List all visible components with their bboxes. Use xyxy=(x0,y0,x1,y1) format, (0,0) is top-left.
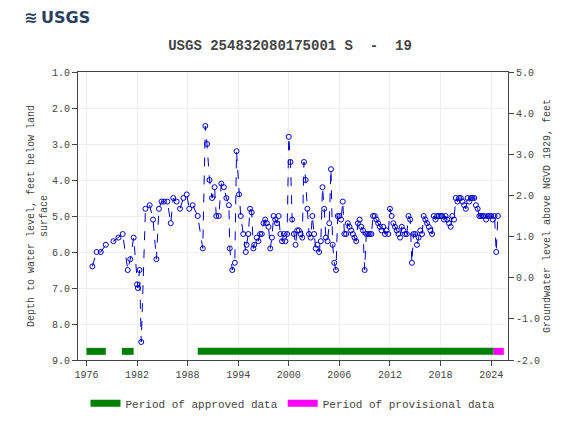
svg-text:Depth to water level, feet bel: Depth to water level, feet below landsur… xyxy=(26,105,50,327)
svg-text:7.0: 7.0 xyxy=(52,284,70,295)
svg-text:5.0: 5.0 xyxy=(52,212,70,223)
svg-text:5.0: 5.0 xyxy=(516,68,534,79)
svg-text:2024: 2024 xyxy=(479,370,503,381)
svg-text:4.0: 4.0 xyxy=(52,176,70,187)
svg-text:1.0: 1.0 xyxy=(516,232,534,243)
svg-text:2018: 2018 xyxy=(429,370,453,381)
svg-text:USGS 254832080175001 S - 19: USGS 254832080175001 S - 19 xyxy=(168,38,412,54)
svg-text:1976: 1976 xyxy=(74,370,98,381)
svg-text:2.0: 2.0 xyxy=(52,104,70,115)
svg-text:-2.0: -2.0 xyxy=(516,356,540,367)
svg-text:2000: 2000 xyxy=(277,370,301,381)
svg-text:4.0: 4.0 xyxy=(516,109,534,120)
svg-text:3.0: 3.0 xyxy=(516,150,534,161)
svg-text:Period of approved data: Period of approved data xyxy=(126,399,278,411)
svg-text:0.0: 0.0 xyxy=(516,273,534,284)
svg-text:Groundwater level above NGVD 1: Groundwater level above NGVD 1929, feet xyxy=(542,99,553,333)
svg-text:6.0: 6.0 xyxy=(52,248,70,259)
svg-text:1982: 1982 xyxy=(125,370,149,381)
svg-text:Period of provisional data: Period of provisional data xyxy=(323,399,495,411)
svg-text:2012: 2012 xyxy=(378,370,402,381)
svg-text:3.0: 3.0 xyxy=(52,140,70,151)
svg-text:≋: ≋ xyxy=(24,8,37,27)
svg-text:1994: 1994 xyxy=(226,370,250,381)
svg-text:-1.0: -1.0 xyxy=(516,314,540,325)
svg-text:1988: 1988 xyxy=(176,370,200,381)
svg-text:1.0: 1.0 xyxy=(52,68,70,79)
svg-text:2.0: 2.0 xyxy=(516,191,534,202)
svg-text:USGS: USGS xyxy=(41,8,90,27)
svg-text:2006: 2006 xyxy=(327,370,351,381)
svg-text:8.0: 8.0 xyxy=(52,320,70,331)
svg-text:9.0: 9.0 xyxy=(52,356,70,367)
